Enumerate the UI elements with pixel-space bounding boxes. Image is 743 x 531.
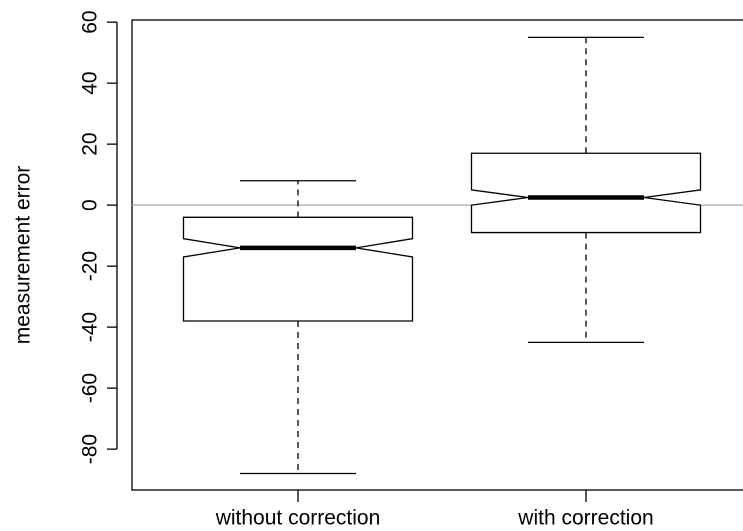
x-tick-label: with correction [517, 507, 653, 530]
x-tick-label: without correction [215, 507, 381, 530]
y-tick-label: -80 [79, 434, 102, 464]
plot-frame [131, 19, 743, 491]
y-axis-label: measurement error [12, 166, 35, 345]
box [470, 152, 702, 234]
y-tick-label: 60 [79, 10, 102, 33]
y-tick-label: -20 [79, 251, 102, 281]
y-tick-label: 0 [79, 199, 102, 211]
y-tick-label: 20 [79, 132, 102, 155]
y-tick-label: -40 [79, 312, 102, 342]
y-tick-label: 40 [79, 71, 102, 94]
y-tick-label: -60 [79, 373, 102, 403]
box [182, 216, 414, 322]
